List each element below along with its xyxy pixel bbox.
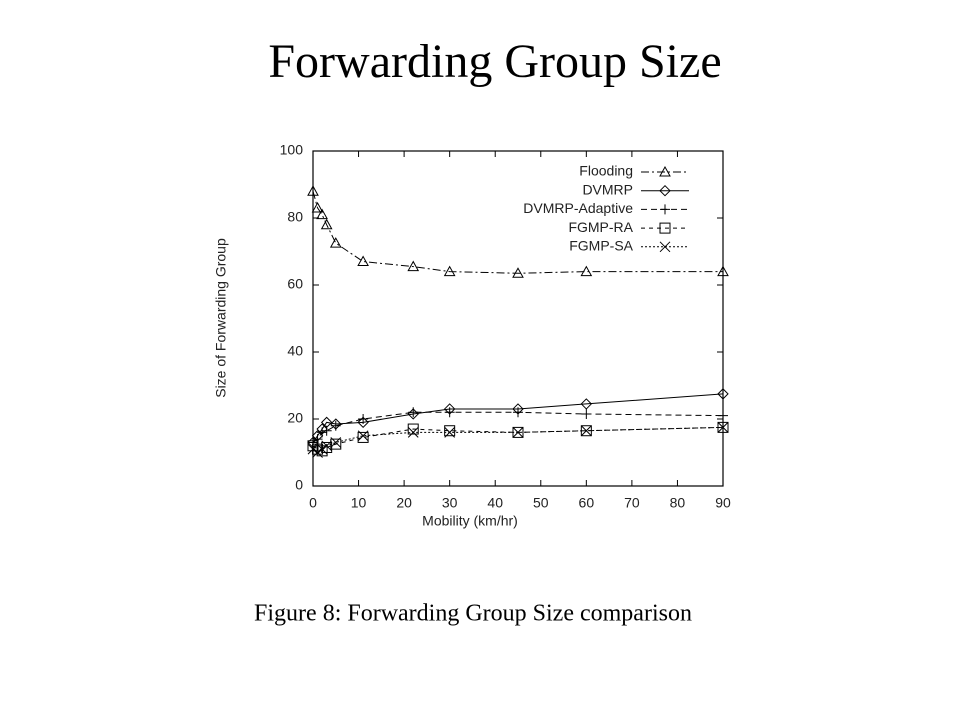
legend-marker — [659, 241, 671, 253]
x-tick-label: 50 — [533, 495, 549, 511]
x-tick-label: 30 — [442, 495, 458, 511]
x-tick-label: 40 — [487, 495, 503, 511]
marker — [312, 447, 323, 458]
marker — [317, 427, 328, 438]
marker — [357, 416, 369, 429]
marker — [407, 260, 420, 272]
marker — [316, 443, 328, 455]
marker — [321, 441, 333, 453]
marker — [330, 420, 341, 431]
marker — [357, 255, 369, 267]
legend-label: Flooding — [579, 163, 633, 179]
marker — [512, 267, 524, 278]
legend-marker — [659, 222, 671, 234]
slide-title: Forwarding Group Size — [268, 35, 721, 88]
marker — [329, 237, 342, 248]
marker — [408, 407, 419, 418]
x-tick-label: 70 — [624, 495, 640, 511]
marker — [717, 388, 729, 400]
x-tick-label: 20 — [396, 495, 412, 511]
legend-label: FGMP-SA — [569, 238, 633, 254]
x-tick-label: 60 — [579, 495, 595, 511]
legend-marker — [660, 204, 670, 215]
y-tick-label: 0 — [295, 477, 303, 493]
marker — [717, 265, 729, 277]
marker — [444, 407, 455, 418]
marker — [580, 425, 592, 437]
marker — [407, 423, 419, 435]
marker — [444, 427, 456, 438]
marker — [443, 265, 456, 277]
x-axis-label: Mobility (km/hr) — [422, 513, 518, 529]
marker — [357, 430, 369, 442]
legend-label: DVMRP — [582, 181, 633, 197]
plot-frame — [312, 150, 724, 487]
legend-label: DVMRP-Adaptive — [523, 200, 633, 216]
marker — [307, 443, 319, 455]
y-axis-label: Size of Forwarding Group — [213, 238, 229, 398]
marker — [444, 425, 456, 437]
marker — [581, 408, 592, 419]
marker — [330, 437, 342, 448]
marker — [307, 185, 319, 196]
x-tick-label: 80 — [670, 495, 686, 511]
marker — [320, 218, 333, 230]
marker — [311, 201, 324, 213]
marker — [407, 427, 419, 438]
legend-marker — [659, 184, 671, 197]
marker — [513, 407, 523, 418]
marker — [358, 414, 369, 424]
marker — [717, 422, 729, 433]
marker — [580, 398, 593, 410]
caption: Figure 8: Forwarding Group Size comparis… — [254, 601, 692, 627]
marker — [321, 425, 332, 436]
marker — [718, 410, 728, 421]
marker — [316, 208, 328, 220]
x-tick-label: 0 — [309, 495, 317, 511]
legend-label: FGMP-RA — [568, 219, 633, 235]
marker — [580, 265, 593, 277]
y-tick-label: 20 — [287, 410, 303, 426]
legend-marker — [659, 165, 671, 177]
y-tick-label: 60 — [287, 276, 303, 292]
y-tick-label: 100 — [280, 142, 304, 158]
y-tick-label: 80 — [287, 209, 303, 225]
y-tick-label: 40 — [287, 343, 303, 359]
series-line — [312, 411, 724, 443]
marker — [512, 427, 524, 438]
x-tick-label: 10 — [351, 495, 367, 511]
x-tick-label: 90 — [715, 495, 731, 511]
marker — [321, 440, 333, 452]
